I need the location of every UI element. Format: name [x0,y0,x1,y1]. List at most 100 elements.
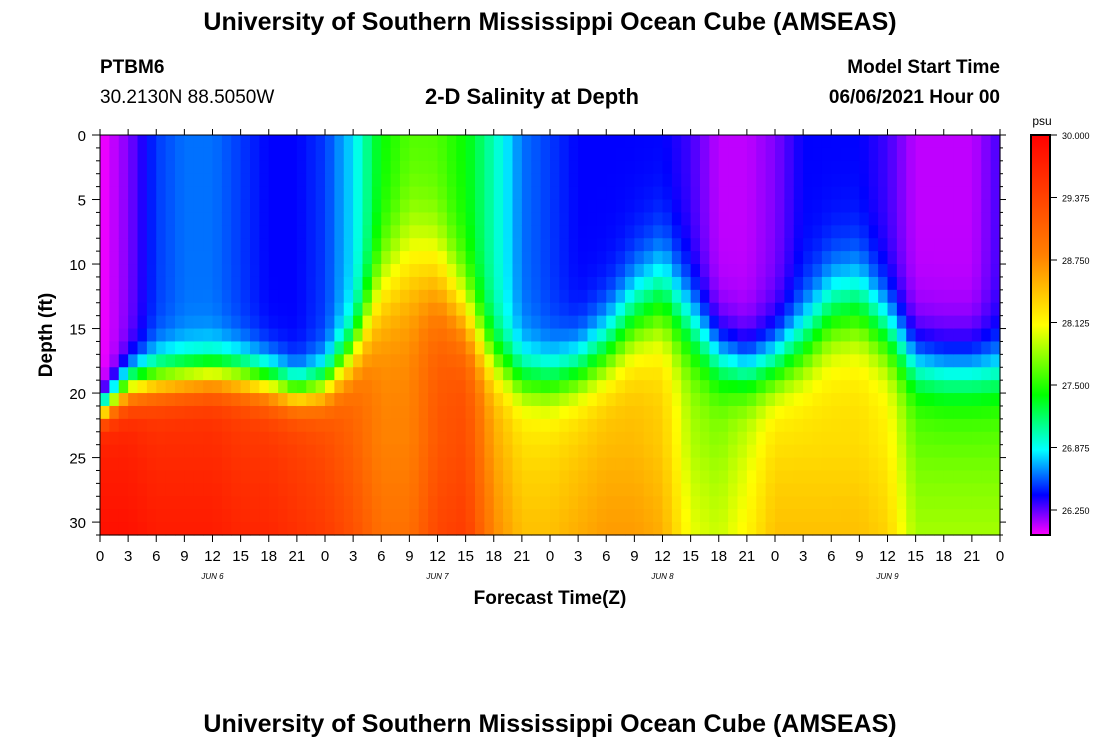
heatmap-cell [943,418,954,433]
heatmap-cell [943,147,954,162]
heatmap-cell [840,186,851,201]
heatmap-cell [156,238,167,252]
heatmap-cell [962,470,973,484]
heatmap-cell [118,509,129,523]
heatmap-cell [418,405,429,420]
heatmap-cell [371,509,382,523]
heatmap-cell [400,302,410,317]
heatmap-cell [409,302,420,317]
heatmap-cell [175,431,185,446]
heatmap-cell [540,354,551,368]
heatmap-cell [146,186,157,201]
heatmap-cell [850,405,860,420]
heatmap-cell [493,354,504,368]
heatmap-cell [690,315,701,330]
heatmap-cell [521,522,532,536]
heatmap-cell [821,418,832,433]
heatmap-cell [578,315,589,330]
heatmap-cell [550,457,560,472]
heatmap-cell [296,470,307,484]
heatmap-cell [812,367,823,381]
heatmap-cell [306,457,317,472]
heatmap-cell [109,160,120,175]
heatmap-cell [756,341,767,355]
y-tick-label: 5 [78,193,86,210]
heatmap-cell [925,289,935,304]
heatmap-cell [737,276,748,291]
heatmap-cell [315,186,326,201]
heatmap-cell [371,328,382,343]
heatmap-cell [981,289,992,304]
heatmap-cell [746,186,757,201]
heatmap-cell [718,354,729,368]
x-tick-label: 21 [739,548,756,565]
heatmap-cell [559,457,570,472]
heatmap-cell [559,509,570,523]
heatmap-cell [831,160,842,175]
heatmap-cell [943,225,954,239]
heatmap-cell [512,199,523,214]
heatmap-cell [728,186,739,201]
heatmap-cell [550,522,560,536]
heatmap-cell [812,393,823,407]
heatmap-cell [878,199,889,214]
heatmap-cell [896,393,907,407]
heatmap-cell [334,173,345,188]
heatmap-cell [259,160,270,175]
heatmap-cell [896,341,907,355]
heatmap-cell [709,418,720,433]
heatmap-cell [840,457,851,472]
heatmap-cell [493,199,504,214]
heatmap-cell [334,315,345,330]
heatmap-cell [812,147,823,162]
heatmap-cell [325,405,335,420]
heatmap-cell [803,367,814,381]
heatmap-cell [859,276,870,291]
heatmap-cell [840,160,851,175]
heatmap-cell [231,289,242,304]
heatmap-cell [596,251,607,265]
heatmap-cell [175,444,185,459]
heatmap-cell [306,302,317,317]
heatmap-cell [625,393,635,407]
heatmap-cell [353,173,364,188]
heatmap-cell [662,405,673,420]
heatmap-cell [578,470,589,484]
heatmap-cell [287,496,298,510]
heatmap-cell [381,393,392,407]
heatmap-cell [512,341,523,355]
heatmap-cell [559,431,570,446]
heatmap-cell [578,276,589,291]
heatmap-cell [193,212,204,226]
heatmap-cell [493,135,504,149]
heatmap-cell [521,135,532,149]
heatmap-cell [596,328,607,343]
heatmap-cell [915,212,926,226]
heatmap-cell [587,225,598,239]
heatmap-cell [756,431,767,446]
heatmap-cell [184,496,195,510]
heatmap-cell [381,135,392,149]
heatmap-cell [212,483,223,497]
heatmap-cell [943,393,954,407]
heatmap-cell [278,341,289,355]
heatmap-cell [109,264,120,278]
heatmap-cell [765,160,776,175]
heatmap-cell [165,315,176,330]
heatmap-cell [737,212,748,226]
heatmap-cell [925,315,935,330]
heatmap-cell [100,341,110,355]
heatmap-cell [343,470,354,484]
heatmap-cell [531,199,542,214]
heatmap-cell [465,225,476,239]
heatmap-cell [821,264,832,278]
heatmap-cell [709,225,720,239]
heatmap-cell [587,238,598,252]
heatmap-cell [550,496,560,510]
heatmap-cell [531,418,542,433]
heatmap-cell [578,251,589,265]
heatmap-cell [456,354,467,368]
heatmap-cell [287,315,298,330]
heatmap-cell [934,251,945,265]
heatmap-cell [568,496,579,510]
